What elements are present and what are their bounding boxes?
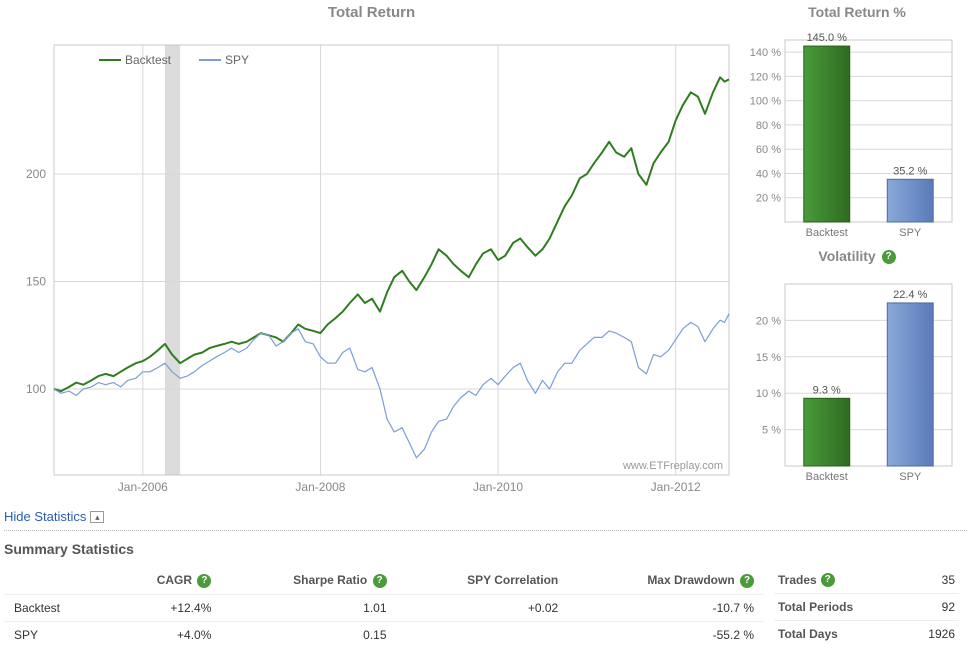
svg-text:Backtest: Backtest (125, 53, 172, 67)
stats-cell: 1.01 (221, 594, 396, 621)
svg-text:20 %: 20 % (756, 193, 781, 205)
svg-text:60 %: 60 % (756, 144, 781, 156)
svg-text:100 %: 100 % (750, 96, 781, 108)
svg-text:200: 200 (26, 167, 46, 181)
svg-text:Backtest: Backtest (806, 471, 848, 483)
total-return-chart: 100 150 200 Jan-2006 Jan-2008 Jan-2010 Jan-201… (4, 25, 739, 495)
svg-text:15 %: 15 % (756, 352, 781, 364)
mini-stat-row: Total Periods92 (774, 593, 959, 620)
svg-text:140 %: 140 % (750, 47, 781, 59)
svg-text:22.4 %: 22.4 % (893, 289, 927, 301)
volatility-bar-title: Volatility ? (747, 248, 967, 264)
volatility-title-text: Volatility (818, 248, 875, 264)
svg-text:SPY: SPY (899, 471, 922, 483)
stats-row-name: SPY (4, 621, 106, 648)
help-icon[interactable]: ? (373, 574, 387, 588)
stats-cell (397, 621, 569, 648)
stats-cell: +4.0% (106, 621, 221, 648)
stats-col-header: SPY Correlation (397, 567, 569, 594)
summary-statistics-table: CAGR ?Sharpe Ratio ?SPY CorrelationMax D… (4, 567, 764, 648)
svg-text:Backtest: Backtest (806, 227, 848, 239)
svg-text:150: 150 (26, 275, 46, 289)
hide-statistics-toggle[interactable]: Hide Statistics ▴ (4, 509, 967, 524)
volatility-bar-chart: 5 % 10 % 15 % 20 % 9.3 % Backtest 22.4 % SPY (747, 266, 957, 486)
help-icon[interactable]: ? (882, 250, 896, 264)
svg-text:SPY: SPY (225, 53, 249, 67)
stats-row-name: Backtest (4, 594, 106, 621)
svg-text:9.3 %: 9.3 % (813, 385, 841, 397)
svg-text:Jan-2006: Jan-2006 (118, 480, 168, 494)
svg-text:100: 100 (26, 382, 46, 396)
stats-cell: +12.4% (106, 594, 221, 621)
svg-text:www.ETFreplay.com: www.ETFreplay.com (622, 460, 723, 472)
svg-text:SPY: SPY (899, 227, 922, 239)
mini-statistics: Trades ?35Total Periods92Total Days1926 (764, 567, 959, 648)
svg-text:40 %: 40 % (756, 168, 781, 180)
svg-text:Jan-2008: Jan-2008 (295, 480, 345, 494)
help-icon[interactable]: ? (821, 573, 835, 587)
mini-stat-value: 92 (942, 600, 955, 614)
mini-stat-row: Total Days1926 (774, 620, 959, 647)
help-icon[interactable]: ? (740, 574, 754, 588)
svg-text:145.0 %: 145.0 % (807, 32, 848, 44)
help-icon[interactable]: ? (197, 574, 211, 588)
svg-text:10 %: 10 % (756, 388, 781, 400)
svg-text:20 %: 20 % (756, 316, 781, 328)
svg-text:5 %: 5 % (762, 425, 781, 437)
total-return-bar-chart: 20 % 40 % 60 % 80 % 100 % 120 % 140 % 145.0 % Ba… (747, 22, 957, 242)
collapse-icon: ▴ (90, 511, 104, 523)
stats-col-header: Sharpe Ratio ? (221, 567, 396, 594)
divider (4, 530, 967, 531)
hide-statistics-label: Hide Statistics (4, 509, 86, 524)
stats-cell: -55.2 % (568, 621, 764, 648)
stats-col-header: Max Drawdown ? (568, 567, 764, 594)
main-chart-title: Total Return (4, 4, 739, 21)
svg-text:120 %: 120 % (750, 71, 781, 83)
svg-text:35.2 %: 35.2 % (893, 165, 927, 177)
mini-stat-value: 1926 (928, 627, 955, 641)
mini-stat-value: 35 (942, 573, 955, 587)
stats-cell: +0.02 (397, 594, 569, 621)
summary-statistics-heading: Summary Statistics (4, 541, 967, 557)
svg-text:Jan-2012: Jan-2012 (651, 480, 701, 494)
mini-stat-row: Trades ?35 (774, 567, 959, 593)
svg-text:Jan-2010: Jan-2010 (473, 480, 523, 494)
stats-cell: 0.15 (221, 621, 396, 648)
stats-col-header: CAGR ? (106, 567, 221, 594)
return-bar-title: Total Return % (747, 4, 967, 20)
stats-cell: -10.7 % (568, 594, 764, 621)
svg-text:80 %: 80 % (756, 120, 781, 132)
